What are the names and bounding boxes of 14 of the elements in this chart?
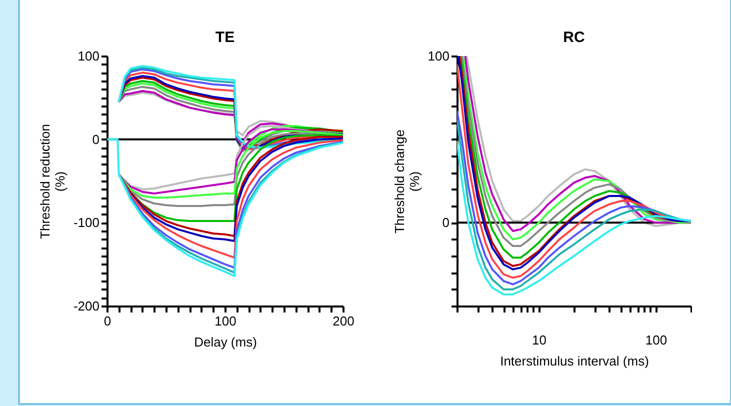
x-tick-label: 0 [104,314,112,328]
y-tick-label: 100 [78,48,100,64]
chart-title: TE [215,29,235,46]
y-tick-label: 0 [92,132,100,147]
x-tick-label: 100 [214,314,236,328]
y-tick-label: -100 [73,215,100,230]
y-axis-title: Threshold change (%) [392,129,422,234]
x-axis-title: Interstimulus interval (ms) [500,354,649,368]
chart-title: RC [563,29,585,46]
y-tick-label: -200 [73,298,100,314]
x-axis-title: Delay (ms) [194,334,257,350]
x-tick-label: 200 [332,314,354,328]
x-tick-label: 10 [532,332,547,348]
y-axis-title: Threshold reduction (%) [37,124,68,239]
